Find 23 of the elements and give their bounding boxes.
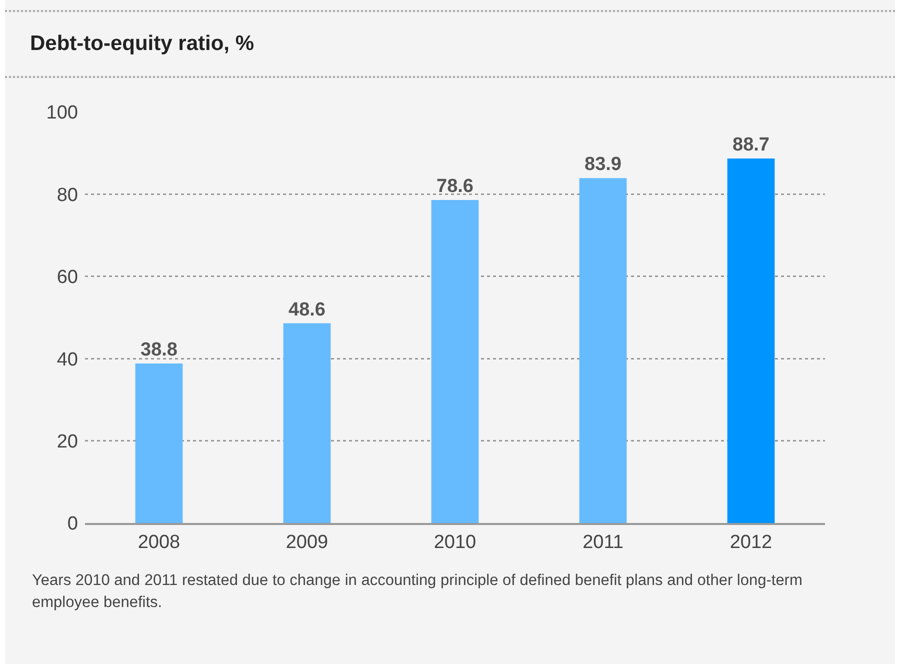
bar xyxy=(431,200,479,523)
chart-title: Debt-to-equity ratio, % xyxy=(30,32,254,56)
bar xyxy=(283,323,331,523)
y-tick-label: 100 xyxy=(46,102,78,124)
x-tick-label: 2009 xyxy=(286,532,328,553)
y-tick-label: 60 xyxy=(56,267,78,288)
data-label: 83.9 xyxy=(584,154,622,176)
text: Years 2010 and 2011 restated due to change in accounting principle of defined benefit plans and other long-term employee benefits. xyxy=(32,571,804,613)
y-tick-label: 20 xyxy=(56,431,78,452)
y-tick-label: 40 xyxy=(56,349,78,370)
x-tick-label: 2008 xyxy=(138,532,180,553)
bar xyxy=(135,364,183,523)
bar xyxy=(727,158,775,523)
data-label: 88.7 xyxy=(732,134,770,156)
y-tick-label: 0 xyxy=(67,514,78,535)
bar xyxy=(579,178,627,523)
x-tick-label: 2010 xyxy=(434,532,476,553)
data-label: 48.6 xyxy=(288,299,326,320)
data-label: 78.6 xyxy=(436,176,474,197)
x-tick-label: 2012 xyxy=(730,532,772,553)
x-tick-label: 2011 xyxy=(582,532,624,553)
y-tick-label: 80 xyxy=(56,184,78,206)
data-label: 38.8 xyxy=(140,340,178,361)
